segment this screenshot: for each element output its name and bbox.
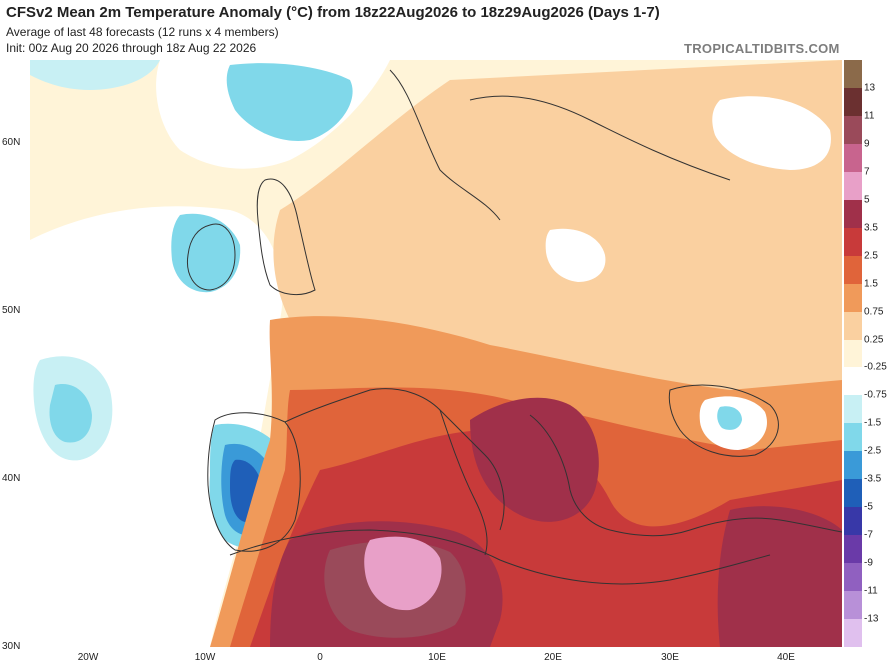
colorbar-swatch (844, 227, 862, 257)
colorbar-label: -2.5 (864, 445, 882, 457)
map-title: CFSv2 Mean 2m Temperature Anomaly (°C) f… (6, 4, 660, 21)
colorbar-swatch (844, 311, 862, 340)
map-subtitle: Average of last 48 forecasts (12 runs x … (6, 25, 279, 39)
colorbar-label: 9 (864, 138, 870, 150)
colorbar-label: -3.5 (864, 473, 882, 485)
colorbar-swatch (844, 563, 862, 592)
colorbar-label: -11 (864, 585, 878, 597)
colorbar-label: 2.5 (864, 250, 878, 262)
hot-anomaly-middle-east (717, 506, 842, 647)
colorbar-swatch (844, 171, 862, 201)
colorbar-swatch (844, 367, 862, 396)
colorbar-label: -7 (864, 529, 873, 541)
colorbar-label: 11 (864, 110, 875, 122)
colorbar-label: -13 (864, 613, 879, 625)
colorbar-swatch (844, 451, 862, 480)
lon-label-10w: 10W (194, 652, 216, 663)
colorbar (844, 60, 862, 648)
neutral-northeast (712, 96, 831, 170)
colorbar-label: 13 (864, 82, 876, 94)
cool-anomaly-northwest (30, 60, 160, 90)
lon-label-0: 0 (317, 652, 323, 663)
colorbar-swatch (844, 255, 862, 285)
colorbar-swatch (844, 115, 862, 145)
colorbar-swatch (844, 479, 862, 508)
init-info: Init: 00z Aug 20 2026 through 18z Aug 22… (6, 41, 257, 55)
colorbar-swatch (844, 395, 862, 424)
colorbar-swatch (844, 507, 862, 536)
colorbar-label: 3.5 (864, 222, 878, 234)
cool-anomaly-north-atlantic (226, 63, 353, 141)
cool-black-sea (717, 406, 742, 430)
lon-label-20e: 20E (544, 652, 562, 663)
lat-label-50n: 50N (2, 305, 21, 316)
colorbar-label: 1.5 (864, 278, 878, 290)
lat-label-40n: 40N (2, 473, 21, 484)
colorbar-label: 7 (864, 166, 870, 178)
colorbar-swatch (844, 591, 862, 620)
colorbar-label: -5 (864, 501, 873, 513)
colorbar-swatch (844, 423, 862, 452)
colorbar-swatch (844, 339, 862, 368)
colorbar-label: -0.25 (864, 361, 887, 373)
lat-label-30n: 30N (2, 641, 21, 652)
colorbar-label: 5 (864, 194, 870, 206)
colorbar-swatch (844, 619, 862, 648)
lon-label-10e: 10E (428, 652, 446, 663)
lat-label-60n: 60N (2, 137, 21, 148)
colorbar-swatch (844, 283, 862, 313)
colorbar-swatch (844, 535, 862, 564)
cool-anomaly-mid-atlantic-core (49, 384, 92, 443)
atlantic-neutral-region (30, 206, 283, 647)
colorbar-swatch (844, 143, 862, 173)
colorbar-label: 0.75 (864, 306, 884, 318)
hot-anomaly-balkans (470, 397, 599, 522)
site-watermark[interactable]: TROPICALTIDBITS.COM (684, 41, 840, 56)
temperature-anomaly-map (30, 60, 842, 647)
lon-label-30e: 30E (661, 652, 679, 663)
lon-label-20w: 20W (77, 652, 99, 663)
extreme-anomaly-sahara (364, 536, 442, 611)
colorbar-swatch (844, 87, 862, 117)
neutral-poland (545, 228, 606, 282)
colorbar-label: -1.5 (864, 417, 882, 429)
colorbar-swatch (844, 60, 862, 89)
colorbar-label: -9 (864, 557, 873, 569)
colorbar-label: 0.25 (864, 334, 884, 346)
colorbar-label: -0.75 (864, 389, 887, 401)
lon-label-40e: 40E (777, 652, 795, 663)
coastlines (186, 69, 842, 585)
colorbar-swatch (844, 199, 862, 229)
